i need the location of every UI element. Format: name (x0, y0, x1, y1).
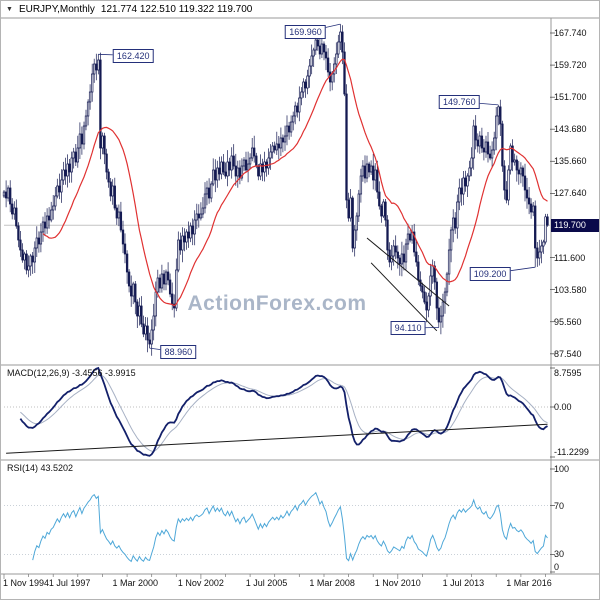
rsi-axis-tick: 0 (554, 562, 560, 572)
watermark: ActionForex.com (187, 292, 367, 315)
current-price-value: 119.700 (554, 220, 586, 230)
price-axis-tick: 103.580 (554, 284, 587, 295)
price-axis-tick: 159.720 (554, 60, 587, 71)
price-annotation: 88.960 (160, 344, 197, 359)
macd-axis-tick: -11.2299 (554, 447, 589, 457)
date-label: 1 Jul 2005 (245, 578, 288, 588)
date-label: 1 Mar 2016 (506, 578, 552, 588)
price-annotation: 169.960 (285, 24, 326, 39)
date-label: 1 Jul 1997 (48, 578, 91, 588)
macd-label: MACD(12,26,9) -3.4556 -3.9915 (7, 368, 136, 378)
symbol-period: EURJPY,Monthly (18, 4, 95, 15)
macd-axis-tick: 0.00 (554, 401, 572, 412)
price-annotation: 109.200 (469, 266, 511, 281)
date-label: 1 Mar 2008 (309, 578, 355, 588)
date-label: 1 Nov 2010 (374, 578, 421, 588)
price-annotation: 94.110 (390, 320, 426, 335)
price-axis-tick: 135.660 (554, 156, 587, 167)
rsi-axis-tick: 100 (554, 464, 570, 474)
date-label: 1 Jul 2013 (442, 578, 485, 588)
price-axis-tick: 87.540 (554, 348, 582, 359)
current-price-tag: 119.700 (551, 219, 599, 232)
price-annotation: 149.760 (439, 94, 480, 109)
macd-axis-tick: 8.7595 (554, 368, 582, 378)
rsi-label: RSI(14) 43.5202 (7, 463, 74, 473)
chart-title: ▼ EURJPY,Monthly 121.774 122.510 119.322… (6, 4, 252, 15)
ohlc-values: 121.774 122.510 119.322 119.700 (100, 4, 253, 15)
date-label: 1 Mar 2000 (112, 578, 159, 588)
price-axis-tick: 111.600 (554, 252, 586, 263)
price-axis-tick: 167.740 (554, 28, 587, 38)
date-label: 1 Nov 1994 (3, 578, 50, 588)
price-annotation: 162.420 (112, 48, 154, 63)
price-axis-tick: 95.560 (554, 316, 582, 327)
symbol-dropdown-icon[interactable]: ▼ (6, 5, 13, 13)
price-axis-tick: 127.640 (554, 188, 587, 199)
rsi-axis-tick: 70 (554, 500, 565, 511)
rsi-axis-tick: 30 (554, 549, 565, 560)
date-label: 1 Nov 2002 (177, 578, 224, 588)
price-axis-tick: 151.700 (554, 92, 587, 103)
price-axis-tick: 143.680 (554, 124, 587, 135)
